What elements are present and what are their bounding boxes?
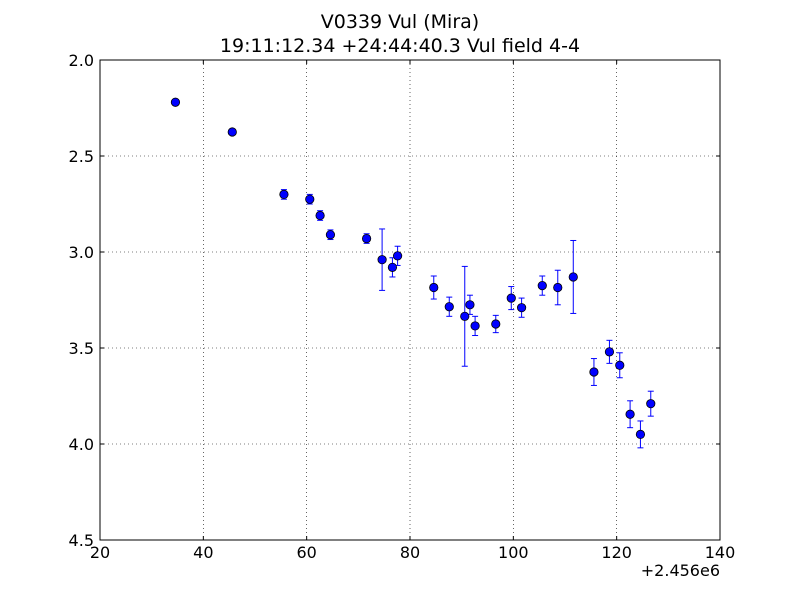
y-tick-label: 2.5 bbox=[69, 147, 94, 166]
data-point bbox=[377, 255, 387, 265]
axis-ticks: 20 40 60 80 100 120 140 2.0 2.5 3.0 3.5 4.0 4.5 bbox=[69, 51, 736, 562]
data-point bbox=[444, 302, 454, 312]
data-point bbox=[604, 347, 615, 357]
chart-subtitle: 19:11:12.34 +24:44:40.3 Vul field 4-4 bbox=[219, 35, 581, 57]
data-point bbox=[325, 230, 336, 240]
x-tick-label: 100 bbox=[498, 543, 529, 562]
x-tick-label: 60 bbox=[296, 543, 316, 562]
data-point bbox=[170, 97, 181, 107]
grid-lines bbox=[100, 60, 720, 540]
data-point bbox=[387, 262, 398, 272]
x-tick-label: 20 bbox=[90, 543, 110, 562]
x-tick-label: 140 bbox=[705, 543, 736, 562]
data-point bbox=[361, 233, 372, 244]
chart-title: V0339 Vul (Mira) bbox=[320, 11, 480, 33]
x-tick-label: 120 bbox=[601, 543, 632, 562]
data-point bbox=[460, 311, 470, 321]
data-point bbox=[646, 399, 656, 409]
data-point bbox=[227, 127, 237, 137]
data-point bbox=[589, 367, 599, 377]
data-point bbox=[305, 194, 315, 204]
y-tick-label: 4.5 bbox=[69, 531, 94, 550]
data-point bbox=[429, 282, 439, 293]
data-point bbox=[491, 319, 501, 329]
error-bars bbox=[172, 99, 654, 449]
x-tick-label: 40 bbox=[193, 543, 213, 562]
data-point bbox=[465, 300, 475, 310]
x-offset-label: +2.456e6 bbox=[640, 561, 720, 580]
data-point bbox=[392, 251, 403, 261]
data-points bbox=[170, 97, 656, 439]
data-point bbox=[625, 409, 635, 419]
data-point bbox=[615, 360, 625, 370]
data-point bbox=[470, 321, 480, 331]
data-point bbox=[506, 293, 516, 303]
y-tick-label: 3.5 bbox=[69, 339, 94, 358]
data-point bbox=[516, 303, 527, 313]
data-point bbox=[568, 272, 578, 282]
data-point bbox=[315, 210, 325, 221]
x-tick-label: 80 bbox=[400, 543, 420, 562]
y-tick-label: 3.0 bbox=[69, 243, 94, 262]
data-point bbox=[635, 429, 646, 439]
y-tick-label: 4.0 bbox=[69, 435, 94, 454]
data-point bbox=[537, 280, 547, 291]
y-tick-label: 2.0 bbox=[69, 51, 94, 70]
data-point bbox=[553, 282, 563, 293]
data-point bbox=[279, 189, 289, 199]
